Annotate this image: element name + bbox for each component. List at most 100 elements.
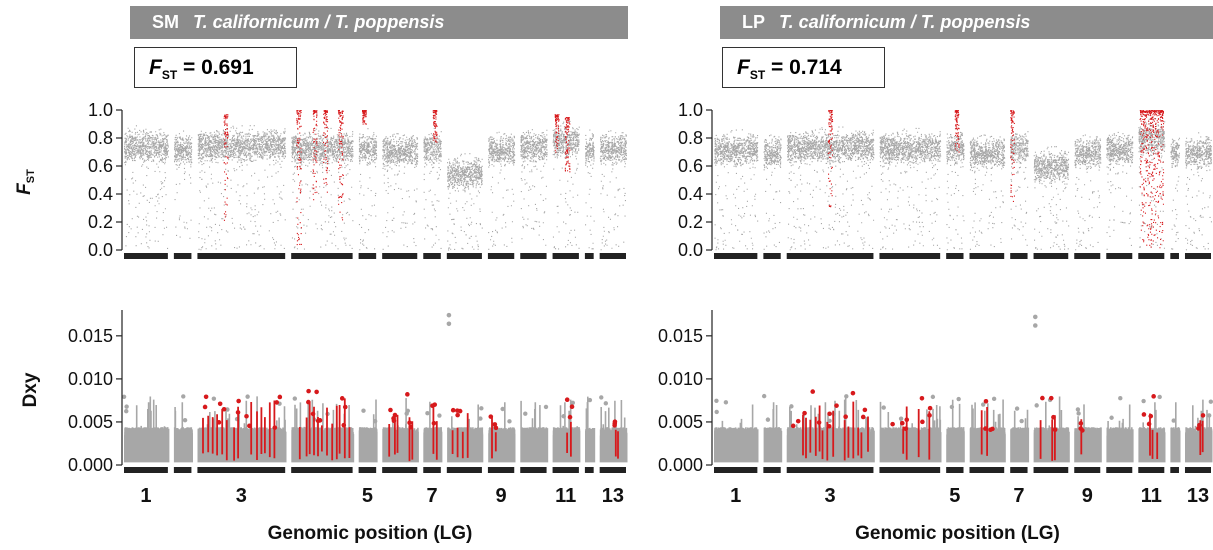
dxy-y-tick-label: 0.005 — [658, 412, 703, 432]
dxy-background-snps — [714, 396, 1213, 463]
x-tick-label-lg5: 5 — [949, 485, 960, 507]
dxy-point — [599, 395, 604, 400]
dxy-point — [292, 396, 298, 401]
dxy-outlier-point — [202, 404, 208, 410]
dxy-point — [437, 413, 442, 418]
dxy-high-point — [1032, 314, 1038, 320]
fst-snp-cloud — [124, 120, 627, 251]
dxy-outlier-point — [339, 396, 345, 401]
dxy-point — [182, 417, 188, 423]
dxy-outlier-point — [1048, 395, 1054, 401]
dxy-point — [1208, 399, 1213, 404]
dxy-y-tick-label: 0.015 — [658, 326, 703, 346]
dxy-point — [723, 400, 729, 405]
lg-bar-11 — [1138, 467, 1165, 473]
dxy-point — [1034, 403, 1039, 408]
dxy-point — [124, 404, 129, 409]
dxy-point — [500, 406, 505, 412]
svg-text:FST: FST — [14, 169, 37, 195]
dxy-y-tick-label: 0.010 — [68, 369, 113, 389]
lg-bar-6 — [969, 253, 1005, 259]
dxy-y-tick-label: 0.000 — [658, 455, 703, 475]
lg-bar-13 — [599, 253, 626, 259]
dxy-point — [479, 406, 484, 411]
lg-bar-9 — [487, 467, 515, 473]
lg-bar-2 — [763, 253, 781, 259]
dxy-point — [570, 400, 576, 405]
lg-bar-11 — [552, 467, 579, 473]
fst-axis-title: FST — [14, 169, 37, 195]
dxy-outlier-point — [862, 407, 868, 413]
dxy-outlier-point — [920, 419, 925, 425]
lg-bar-3 — [786, 467, 874, 473]
fst-y-tick-label: 0.6 — [678, 156, 703, 176]
fst-background-snps — [124, 120, 627, 251]
dxy-point — [245, 394, 250, 399]
dxy-y-tick-label: 0.010 — [658, 369, 703, 389]
dxy-point — [121, 394, 127, 399]
fst-y-tick-label: 0.0 — [88, 240, 113, 260]
lg-bar-9 — [487, 253, 515, 259]
dxy-point — [714, 398, 719, 403]
lg-bar-13 — [1184, 253, 1211, 259]
dxy-point — [425, 411, 430, 416]
dxy-y-tick-label: 0.005 — [68, 412, 113, 432]
fst-y-tick-label: 0.8 — [678, 128, 703, 148]
dxy-point — [930, 394, 936, 400]
lg-bar-10 — [1106, 467, 1133, 473]
dxy-outlier-point — [306, 388, 311, 394]
dxy-point — [523, 411, 528, 416]
fst-y-tick-label: 0.8 — [88, 128, 113, 148]
dxy-outlier-point — [567, 414, 573, 420]
dxy-outlier-point — [790, 423, 796, 429]
dxy-point — [980, 402, 986, 407]
dxy-point — [1109, 415, 1114, 420]
dxy-outlier-point — [492, 422, 498, 427]
lg-bar-6 — [969, 467, 1005, 473]
lg-bar-9 — [1074, 467, 1101, 473]
dxy-outlier-point — [388, 407, 393, 413]
lg-bar-2 — [173, 253, 192, 259]
lg-bar-6 — [382, 467, 418, 473]
lg-bar-3 — [786, 253, 874, 259]
fst-value-box-lp: FST = 0.714 — [722, 47, 885, 88]
dxy-point — [991, 396, 997, 402]
dxy-point — [1206, 413, 1212, 418]
lg-bar-4 — [291, 467, 353, 473]
lg-bar-12 — [584, 467, 594, 473]
fst-y-tick-label: 0.0 — [678, 240, 703, 260]
fst-value: = 0.691 — [177, 56, 254, 79]
fst-outlier-cloud — [827, 110, 1165, 249]
lg-bar-9 — [1074, 253, 1101, 259]
dxy-high-point — [1032, 323, 1038, 328]
lg-bar-10 — [520, 467, 547, 473]
dxy-point — [714, 409, 719, 415]
dxy-point — [1157, 394, 1162, 400]
dxy-point — [1171, 418, 1176, 423]
panel-species-label: T. californicum / T. poppensis — [193, 12, 445, 32]
dxy-outlier-point — [900, 420, 905, 426]
lg-bar-1 — [714, 253, 758, 259]
lg-bar-8 — [446, 253, 482, 259]
fst-y-tick-label: 0.2 — [678, 212, 703, 232]
dxy-outlier-point — [314, 389, 319, 395]
x-tick-label-lg13: 13 — [1187, 485, 1209, 507]
lg-bar-1 — [124, 467, 168, 473]
lg-bar-2 — [173, 467, 192, 473]
lg-bar-4 — [879, 253, 941, 259]
dxy-outlier-point — [860, 414, 866, 420]
dxy-point — [543, 404, 549, 410]
lg-bar-5 — [358, 253, 377, 259]
dxy-outlier-point — [493, 425, 499, 431]
dxy-point — [1118, 396, 1123, 401]
dxy-point — [1014, 406, 1020, 411]
dxy-outlier-point — [612, 419, 618, 424]
panel-header-sm: SM T. californicum / T. poppensis — [130, 6, 628, 39]
dxy-point — [1019, 418, 1024, 424]
lg-bar-8 — [446, 467, 482, 473]
lg-bar-7 — [1010, 253, 1028, 259]
panel-species-label: T. californicum / T. poppensis — [779, 12, 1031, 32]
lg-bar-12 — [1170, 253, 1179, 259]
